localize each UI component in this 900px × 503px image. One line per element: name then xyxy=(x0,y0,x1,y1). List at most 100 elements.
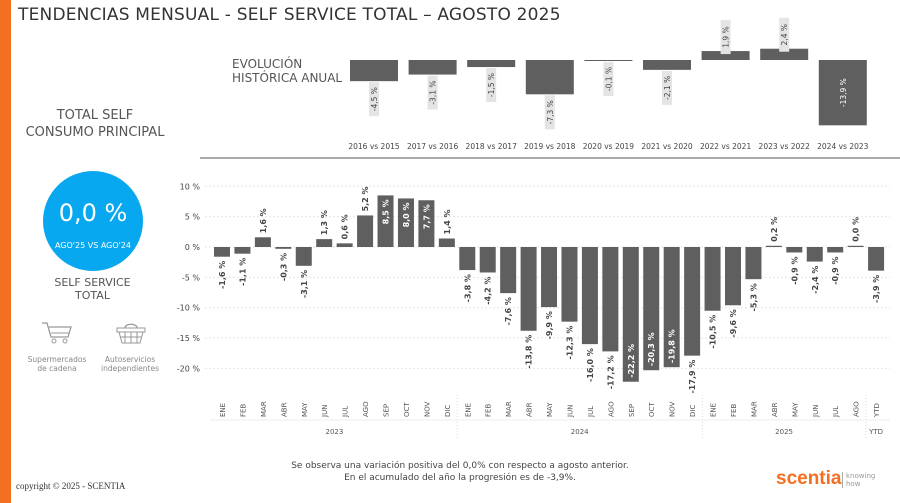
month-label: MAY xyxy=(546,402,554,417)
annual-title-line1: EVOLUCIÓN xyxy=(232,57,303,71)
segment-label: Autoservicios xyxy=(104,355,156,364)
monthly-data-label: -13,8 % xyxy=(525,335,534,369)
annual-category-label: 2023 vs 2022 xyxy=(759,142,811,151)
monthly-data-label: 8,5 % xyxy=(382,199,391,224)
month-label: ABR xyxy=(526,402,534,417)
monthly-bar xyxy=(602,247,619,352)
monthly-bar xyxy=(438,238,455,247)
annual-bar xyxy=(584,60,633,61)
month-label: ENE xyxy=(710,403,718,417)
monthly-bar xyxy=(479,247,496,273)
monthly-bar xyxy=(622,247,639,382)
monthly-data-label: -9,6 % xyxy=(729,309,738,337)
logo-tagline: knowing how xyxy=(846,472,875,488)
annual-category-label: 2018 vs 2017 xyxy=(466,142,518,151)
shopping-cart-icon[interactable] xyxy=(40,320,74,350)
annual-data-label: -13,9 % xyxy=(839,78,848,107)
self-service-total-label[interactable]: SELF SERVICE TOTAL xyxy=(35,276,150,302)
month-label: OCT xyxy=(403,402,411,417)
month-label: SEP xyxy=(628,404,636,417)
month-label: ENE xyxy=(219,403,227,417)
annual-label-bg xyxy=(779,17,790,52)
monthly-data-label: 1,3 % xyxy=(320,210,329,235)
annual-label-bg xyxy=(603,62,614,96)
annual-bar xyxy=(701,51,750,60)
monthly-data-label: 0,6 % xyxy=(341,214,350,239)
monthly-data-label: 7,7 % xyxy=(422,204,431,229)
monthly-data-label: -3,9 % xyxy=(872,275,881,303)
monthly-data-label: -1,1 % xyxy=(238,258,247,286)
month-label: FEB xyxy=(239,404,247,417)
monthly-bar xyxy=(500,247,517,294)
year-label: 2023 xyxy=(326,428,344,436)
month-label: JUL xyxy=(587,406,595,418)
y-tick-label: -10 % xyxy=(177,304,201,313)
monthly-bar xyxy=(377,195,394,247)
y-tick-label: 10 % xyxy=(180,182,201,191)
monthly-data-label: -9,9 % xyxy=(545,311,554,339)
monthly-data-label: 1,4 % xyxy=(443,210,452,235)
total-title-line1: TOTAL SELF xyxy=(56,108,134,123)
month-label: JUL xyxy=(832,406,840,418)
monthly-bar xyxy=(357,215,374,247)
monthly-data-label: -19,8 % xyxy=(668,329,677,363)
annual-bar xyxy=(350,60,398,82)
kpi-subtitle: AGO'25 VS AGO'24 xyxy=(54,241,132,250)
month-label: NOV xyxy=(423,401,431,417)
annual-title-line2: HISTÓRICA ANUAL xyxy=(232,71,343,85)
monthly-data-label: -3,1 % xyxy=(300,270,309,298)
monthly-bar xyxy=(827,247,844,253)
monthly-bar xyxy=(786,247,803,253)
segment-label: de cadena xyxy=(37,364,77,373)
month-label: YTD xyxy=(873,403,881,418)
monthly-bar xyxy=(234,247,251,254)
monthly-bar xyxy=(254,237,271,247)
monthly-data-label: -17,2 % xyxy=(606,355,615,389)
month-label: AGO xyxy=(362,401,370,417)
monthly-data-label: -17,9 % xyxy=(688,360,697,394)
annual-label-bg xyxy=(486,68,497,103)
annual-label-bg xyxy=(427,75,438,110)
annual-bar xyxy=(760,48,809,60)
segment-autoservicios[interactable]: Autoservicios independientes xyxy=(90,355,170,373)
monthly-data-label: 0,2 % xyxy=(770,217,779,242)
month-label: DIC xyxy=(689,405,697,417)
annual-bar xyxy=(525,60,574,95)
monthly-bar xyxy=(684,247,701,356)
monthly-data-label: 8,0 % xyxy=(402,202,411,227)
monthly-bar xyxy=(643,247,660,371)
monthly-bar xyxy=(214,247,230,257)
month-label: ABR xyxy=(771,402,779,417)
monthly-data-label: -5,3 % xyxy=(749,283,758,311)
annual-label-bg xyxy=(720,20,731,55)
shopping-basket-icon[interactable] xyxy=(114,320,148,350)
annual-bar xyxy=(643,60,691,70)
monthly-data-label: 0,0 % xyxy=(852,217,861,242)
segment-supermercados[interactable]: Supermercados de cadena xyxy=(17,355,97,373)
monthly-data-label: -1,6 % xyxy=(218,261,227,289)
monthly-bar xyxy=(541,247,558,308)
monthly-data-label: 1,6 % xyxy=(259,208,268,233)
ss-line1: SELF SERVICE xyxy=(54,276,131,289)
monthly-bar xyxy=(704,247,721,311)
monthly-data-label: -0,3 % xyxy=(279,253,288,281)
monthly-bar xyxy=(459,247,476,271)
annual-category-label: 2019 vs 2018 xyxy=(524,142,576,151)
year-label: 2025 xyxy=(775,428,793,436)
segment-label: independientes xyxy=(100,364,159,373)
monthly-bar xyxy=(663,247,680,368)
monthly-bar xyxy=(397,198,414,247)
annual-bar xyxy=(467,60,516,68)
month-label: MAR xyxy=(260,401,268,417)
kpi-value: 0,0 % xyxy=(58,199,128,227)
month-label: DIC xyxy=(444,405,452,417)
monthly-bar xyxy=(581,247,598,345)
brand-stripe xyxy=(0,0,11,503)
monthly-data-label: -16,0 % xyxy=(586,348,595,382)
total-title-line2: CONSUMO PRINCIPAL xyxy=(25,125,165,140)
year-label: 2024 xyxy=(571,428,589,436)
annual-category-label: 2024 vs 2023 xyxy=(817,142,869,151)
month-label: FEB xyxy=(730,404,738,417)
monthly-bar xyxy=(806,247,823,262)
annual-data-label: 1,9 % xyxy=(722,26,731,47)
